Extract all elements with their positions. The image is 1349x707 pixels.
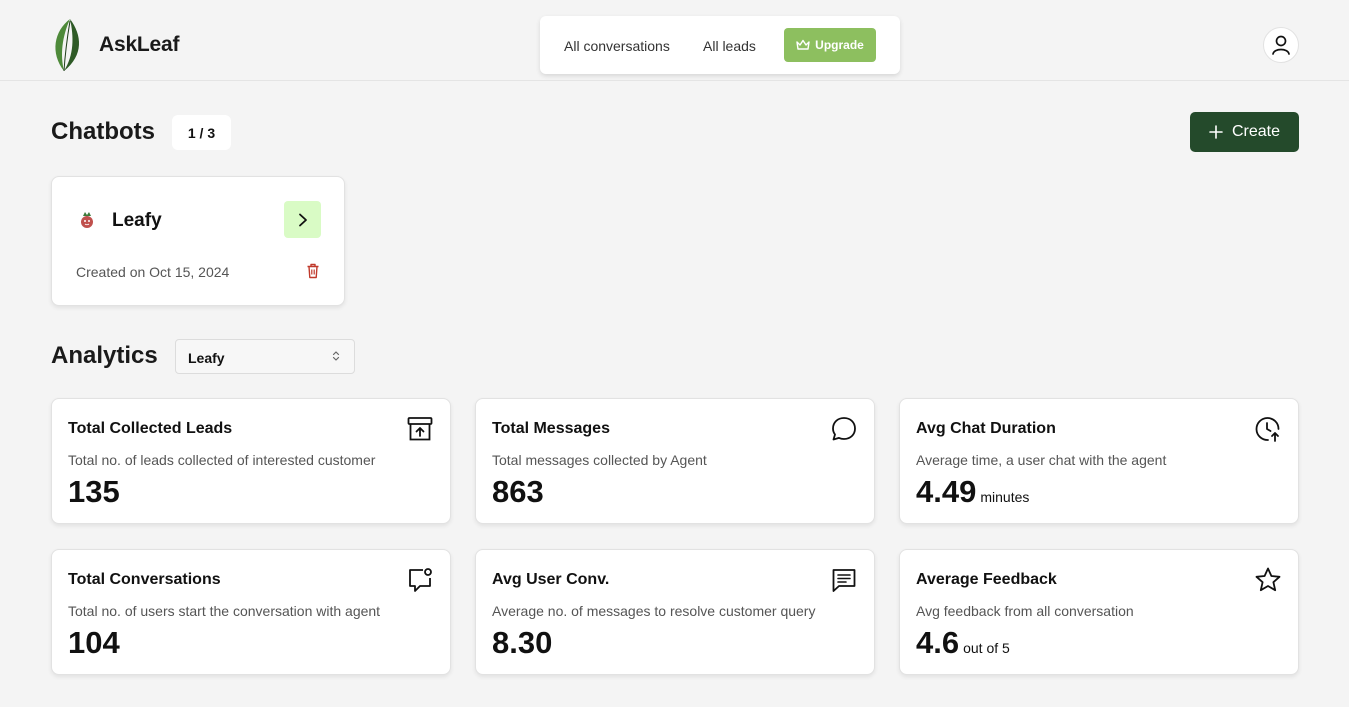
header: AskLeaf All conversations All leads Upgr… — [0, 0, 1349, 81]
card-title: Total Collected Leads — [68, 420, 233, 437]
card-value-number: 135 — [68, 474, 120, 509]
message-bubble-icon — [832, 417, 856, 441]
nav-all-conversations[interactable]: All conversations — [564, 38, 670, 54]
chatbot-created-date: Created on Oct 15, 2024 — [76, 264, 230, 280]
card-unit: minutes — [980, 489, 1030, 505]
stat-card-total-conversations: Total Conversations Total no. of users s… — [51, 549, 451, 675]
card-value-number: 4.49 — [916, 474, 977, 509]
card-title: Total Messages — [492, 420, 610, 437]
stat-card-avg-chat-duration: Avg Chat Duration Average time, a user c… — [899, 398, 1299, 524]
message-lines-icon — [832, 569, 856, 592]
card-value: 135 — [68, 474, 120, 510]
card-unit: out of 5 — [963, 640, 1010, 656]
nav-all-leads[interactable]: All leads — [703, 38, 756, 54]
analytics-title: Analytics — [51, 342, 158, 369]
stat-card-total-messages: Total Messages Total messages collected … — [475, 398, 875, 524]
card-title: Total Conversations — [68, 571, 221, 588]
card-description: Average no. of messages to resolve custo… — [492, 603, 816, 619]
card-value-number: 4.6 — [916, 625, 960, 660]
stat-card-total-collected-leads: Total Collected Leads Total no. of leads… — [51, 398, 451, 524]
card-description: Total no. of leads collected of interest… — [68, 452, 376, 468]
chatbot-card: Leafy Created on Oct 15, 2024 — [51, 176, 345, 306]
plus-icon — [1209, 125, 1223, 139]
clock-up-icon — [1255, 417, 1280, 442]
card-value: 8.30 — [492, 625, 552, 661]
crown-icon — [796, 39, 810, 50]
profile-button[interactable] — [1263, 27, 1299, 63]
user-icon — [1272, 35, 1290, 55]
card-value: 4.49 minutes — [916, 474, 1029, 510]
chatbot-select-value: Leafy — [188, 350, 225, 366]
archive-upload-icon — [407, 417, 433, 441]
card-title: Avg Chat Duration — [916, 420, 1056, 437]
open-chatbot-button[interactable] — [284, 201, 321, 238]
brand-name: AskLeaf — [99, 33, 180, 56]
card-value: 863 — [492, 474, 544, 510]
card-title: Average Feedback — [916, 571, 1057, 588]
trash-icon[interactable] — [306, 263, 320, 279]
chatbot-name: Leafy — [112, 210, 162, 231]
card-value-number: 104 — [68, 625, 120, 660]
upgrade-label: Upgrade — [815, 38, 864, 52]
chatbot-select[interactable]: Leafy — [175, 339, 355, 374]
leaf-logo-icon — [55, 19, 80, 72]
top-nav: All conversations All leads Upgrade — [540, 16, 900, 74]
chevron-right-icon — [298, 213, 307, 226]
card-description: Average time, a user chat with the agent — [916, 452, 1167, 468]
message-dot-icon — [409, 568, 432, 592]
star-icon — [1255, 567, 1281, 592]
card-value: 4.6 out of 5 — [916, 625, 1010, 661]
stat-card-avg-user-conv: Avg User Conv. Average no. of messages t… — [475, 549, 875, 675]
create-button[interactable]: Create — [1190, 112, 1299, 152]
upgrade-button[interactable]: Upgrade — [784, 28, 876, 62]
stat-card-average-feedback: Average Feedback Avg feedback from all c… — [899, 549, 1299, 675]
card-description: Total no. of users start the conversatio… — [68, 603, 381, 619]
chatbot-count-badge: 1 / 3 — [172, 115, 231, 150]
bot-avatar-icon — [81, 212, 93, 228]
create-label: Create — [1231, 123, 1281, 140]
card-title: Avg User Conv. — [492, 571, 610, 588]
chatbots-title: Chatbots — [51, 118, 155, 145]
card-value-number: 8.30 — [492, 625, 553, 660]
card-value-number: 863 — [492, 474, 544, 509]
card-description: Total messages collected by Agent — [492, 452, 707, 468]
card-description: Avg feedback from all conversation — [916, 603, 1134, 619]
card-value: 104 — [68, 625, 120, 661]
chevron-up-down-icon — [332, 351, 340, 361]
